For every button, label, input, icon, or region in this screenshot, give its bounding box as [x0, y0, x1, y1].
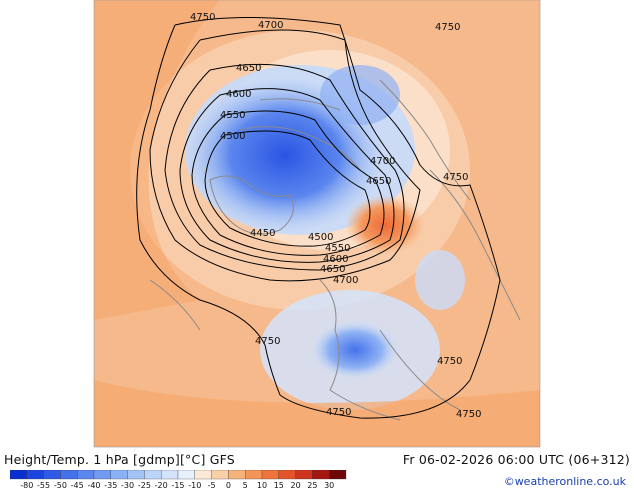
scale-swatch	[245, 470, 263, 480]
scale-tick-label: -25	[138, 481, 151, 490]
color-scale: -80 -55 -50 -45 -40 -35 -30 -25 -20 -15 -10 -5 0 5 10 1…	[10, 470, 347, 490]
scale-swatch	[60, 470, 78, 480]
contour-label: 4500	[220, 131, 245, 142]
contour-label: 4550	[220, 110, 245, 121]
scale-tick-label: -30	[121, 481, 134, 490]
contour-label: 4750	[255, 336, 280, 347]
scale-tick-label: -20	[155, 481, 168, 490]
contour-label: 4750	[435, 22, 460, 33]
scale-tick-label: -10	[188, 481, 201, 490]
scale-tick-label: -35	[104, 481, 117, 490]
scale-tick-label: 5	[243, 481, 248, 490]
contour-label: 4650	[320, 264, 345, 275]
scale-swatch	[144, 470, 162, 480]
contour-label: 4600	[226, 89, 251, 100]
contour-label: 4750	[190, 12, 215, 23]
scale-swatch	[127, 470, 145, 480]
warm-anomaly	[345, 195, 425, 255]
scale-tick-label: 25	[307, 481, 317, 490]
contour-label: 4700	[333, 275, 358, 286]
scale-tick-label: -15	[171, 481, 184, 490]
scale-swatch	[261, 470, 279, 480]
scale-tick-label: -40	[87, 481, 100, 490]
coastlines	[149, 79, 521, 421]
contour-label: 4650	[366, 176, 391, 187]
scale-tick-label: -80	[20, 481, 33, 490]
scale-swatch	[295, 470, 313, 480]
scale-tick-label: 0	[226, 481, 231, 490]
scale-tick-label: 30	[324, 481, 334, 490]
contour-label: 4700	[258, 20, 283, 31]
scale-swatch	[43, 470, 61, 480]
scale-swatch	[211, 470, 229, 480]
contour-labels: 4750 4700 4750 4650 4600 4550 4500 4700 …	[190, 12, 481, 420]
cold-europe	[310, 320, 400, 380]
scale-swatch	[278, 470, 296, 480]
scale-swatch	[194, 470, 212, 480]
scale-swatch	[312, 470, 330, 480]
scale-swatch	[26, 470, 44, 480]
scale-tick-label: 15	[274, 481, 284, 490]
map-valid-time: Fr 06-02-2026 06:00 UTC (06+312)	[402, 452, 630, 467]
contour-label: 4700	[370, 156, 395, 167]
scale-tick-label: -55	[37, 481, 50, 490]
weather-map: 4750 4700 4750 4650 4600 4550 4500 4700 …	[93, 0, 541, 448]
contour-label: 4500	[308, 232, 333, 243]
scale-swatch	[93, 470, 111, 480]
scale-swatch	[161, 470, 179, 480]
credit-link[interactable]: ©weatheronline.co.uk	[503, 475, 626, 488]
scale-swatch	[228, 470, 246, 480]
scale-swatch	[77, 470, 95, 480]
scale-tick-label: 10	[257, 481, 267, 490]
contour-label: 4600	[323, 254, 348, 265]
scale-tick-label: -45	[71, 481, 84, 490]
scale-swatch	[329, 470, 347, 480]
contour-label: 4550	[325, 243, 350, 254]
map-title: Height/Temp. 1 hPa [gdmp][°C] GFS	[4, 452, 235, 467]
scale-tick-label: -5	[208, 481, 216, 490]
scale-swatch	[110, 470, 128, 480]
contour-label: 4750	[437, 356, 462, 367]
contour-label: 4750	[443, 172, 468, 183]
scale-swatch	[10, 470, 27, 480]
scale-tick-label: 20	[291, 481, 301, 490]
contour-label: 4650	[236, 63, 261, 74]
contour-label: 4750	[456, 409, 481, 420]
contour-label: 4450	[250, 228, 275, 239]
height-contours	[136, 17, 501, 419]
scale-tick-label: -50	[54, 481, 67, 490]
scale-swatch	[177, 470, 195, 480]
contour-label: 4750	[326, 407, 351, 418]
